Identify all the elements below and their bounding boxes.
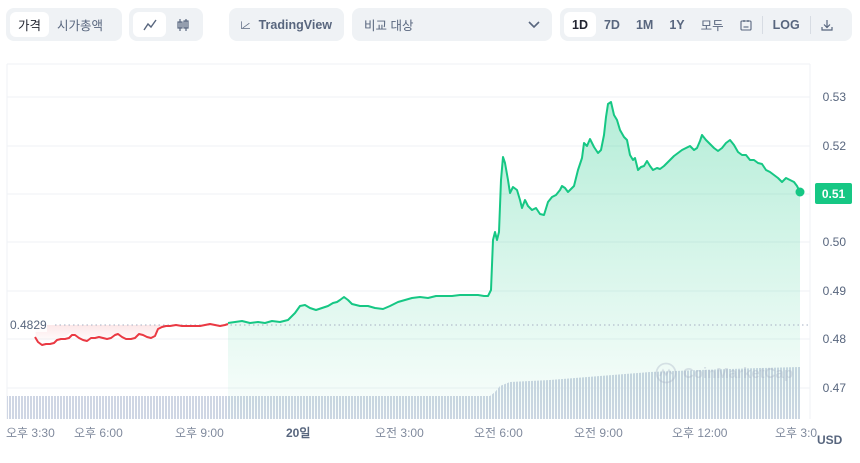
baseline-price-label: 0.4829: [10, 318, 47, 332]
chart-toolbar: 가격 시가총액 TradingView 비교 대상 1D 7D 1M 1Y: [0, 8, 860, 42]
tradingview-label: TradingView: [258, 17, 332, 32]
tradingview-icon: [241, 20, 250, 29]
currency-label: USD: [817, 433, 843, 447]
x-tick: 오전 6:00: [474, 426, 523, 440]
download-button[interactable]: [813, 12, 841, 37]
x-tick: 오전 9:00: [574, 426, 623, 440]
candlestick-chart-button[interactable]: [166, 12, 199, 37]
divider: [809, 15, 811, 34]
last-price-dot[interactable]: [795, 187, 805, 197]
tab-market-cap[interactable]: 시가총액: [57, 19, 104, 33]
y-tick: 0.52: [822, 139, 846, 153]
chart-type-toggle: [129, 8, 203, 41]
x-tick: 오후 12:00: [672, 426, 728, 440]
range-7d[interactable]: 7D: [603, 17, 620, 32]
compare-select[interactable]: 비교 대상: [352, 8, 552, 41]
line-chart-button[interactable]: [133, 12, 166, 37]
x-tick: 오후 3:30: [6, 426, 55, 440]
range-1m[interactable]: 1M: [635, 17, 654, 32]
x-tick-date: 20일: [286, 426, 311, 440]
price-marketcap-toggle: 가격 시가총액: [6, 8, 122, 41]
time-range-selector: 1D 7D 1M 1Y 모두 LOG: [560, 8, 852, 41]
calendar-button[interactable]: [732, 12, 760, 37]
compare-placeholder: 비교 대상: [364, 19, 414, 33]
y-tick: 0.47: [822, 381, 846, 395]
coinmarketcap-watermark: CoinMarketCap: [655, 362, 793, 384]
x-tick: 오후 9:00: [175, 426, 224, 440]
calendar-icon: [740, 19, 752, 31]
price-area-fill: [228, 102, 800, 419]
range-all[interactable]: 모두: [700, 19, 724, 33]
current-price-tag: 0.51: [815, 183, 852, 204]
price-line-up: [227, 101, 801, 324]
x-tick: 오후 6:00: [74, 426, 123, 440]
log-scale-toggle[interactable]: LOG: [772, 17, 800, 32]
x-tick: 오전 3:00: [375, 426, 424, 440]
tab-price[interactable]: 가격: [10, 12, 50, 37]
negative-area-fill: [35, 325, 228, 343]
y-tick: 0.49: [822, 284, 846, 298]
y-tick: 0.53: [822, 90, 846, 104]
tradingview-button[interactable]: TradingView: [229, 8, 344, 41]
watermark-text: CoinMarketCap: [683, 364, 794, 382]
coinmarketcap-logo-icon: [655, 362, 677, 384]
download-icon: [821, 19, 833, 31]
chevron-down-icon: [528, 20, 540, 28]
line-chart-icon: [142, 19, 157, 30]
range-1y[interactable]: 1Y: [669, 17, 685, 32]
price-line-down: [34, 323, 229, 346]
x-tick: 오후 3:0: [775, 426, 818, 440]
candlestick-icon: [176, 18, 189, 31]
y-tick: 0.48: [822, 332, 846, 346]
y-tick: 0.50: [822, 235, 846, 249]
range-1d[interactable]: 1D: [564, 12, 596, 37]
divider: [761, 15, 763, 34]
